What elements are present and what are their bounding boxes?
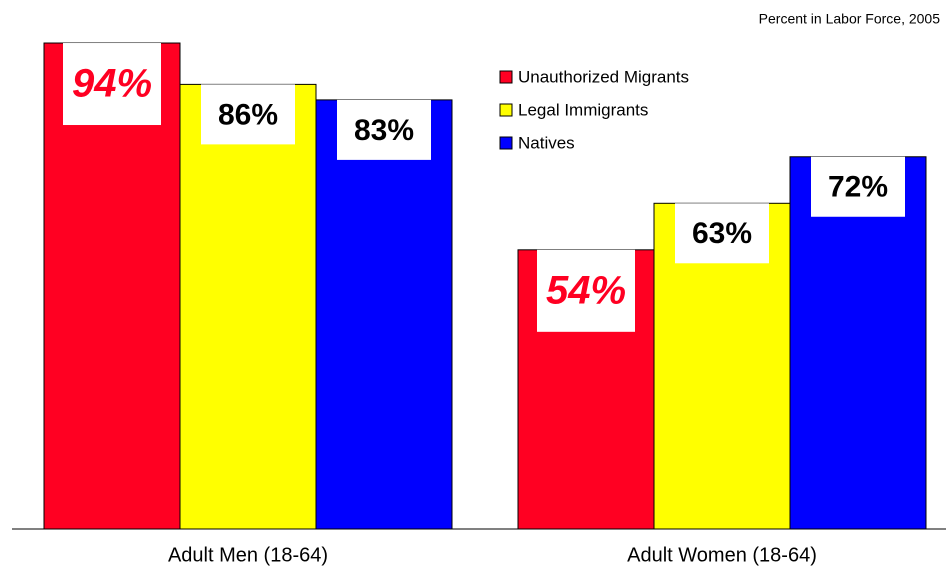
value-label: 54%: [546, 268, 626, 312]
legend-label: Legal Immigrants: [518, 100, 648, 119]
chart-subtitle: Percent in Labor Force, 2005: [759, 11, 941, 27]
x-tick-label: Adult Men (18-64): [168, 544, 328, 566]
value-label: 63%: [692, 217, 752, 250]
bar: [179, 83, 317, 530]
value-label: 83%: [354, 114, 414, 147]
x-tick-label: Adult Women (18-64): [627, 544, 817, 566]
bar: [789, 156, 927, 530]
value-label-box: [537, 249, 635, 332]
value-label: 86%: [218, 98, 278, 131]
value-label-box: [675, 203, 769, 264]
value-label-box: [337, 99, 431, 160]
value-label-box: [63, 43, 161, 126]
legend-label: Natives: [518, 133, 575, 152]
legend-swatch: [499, 70, 513, 84]
bar: [315, 99, 453, 530]
value-label: 94%: [72, 62, 152, 106]
legend-label: Unauthorized Migrants: [518, 67, 689, 86]
legend-swatch: [499, 103, 513, 117]
value-label-box: [201, 84, 295, 145]
value-label: 72%: [828, 171, 888, 204]
legend-swatch: [499, 136, 513, 150]
value-label-box: [811, 156, 905, 217]
